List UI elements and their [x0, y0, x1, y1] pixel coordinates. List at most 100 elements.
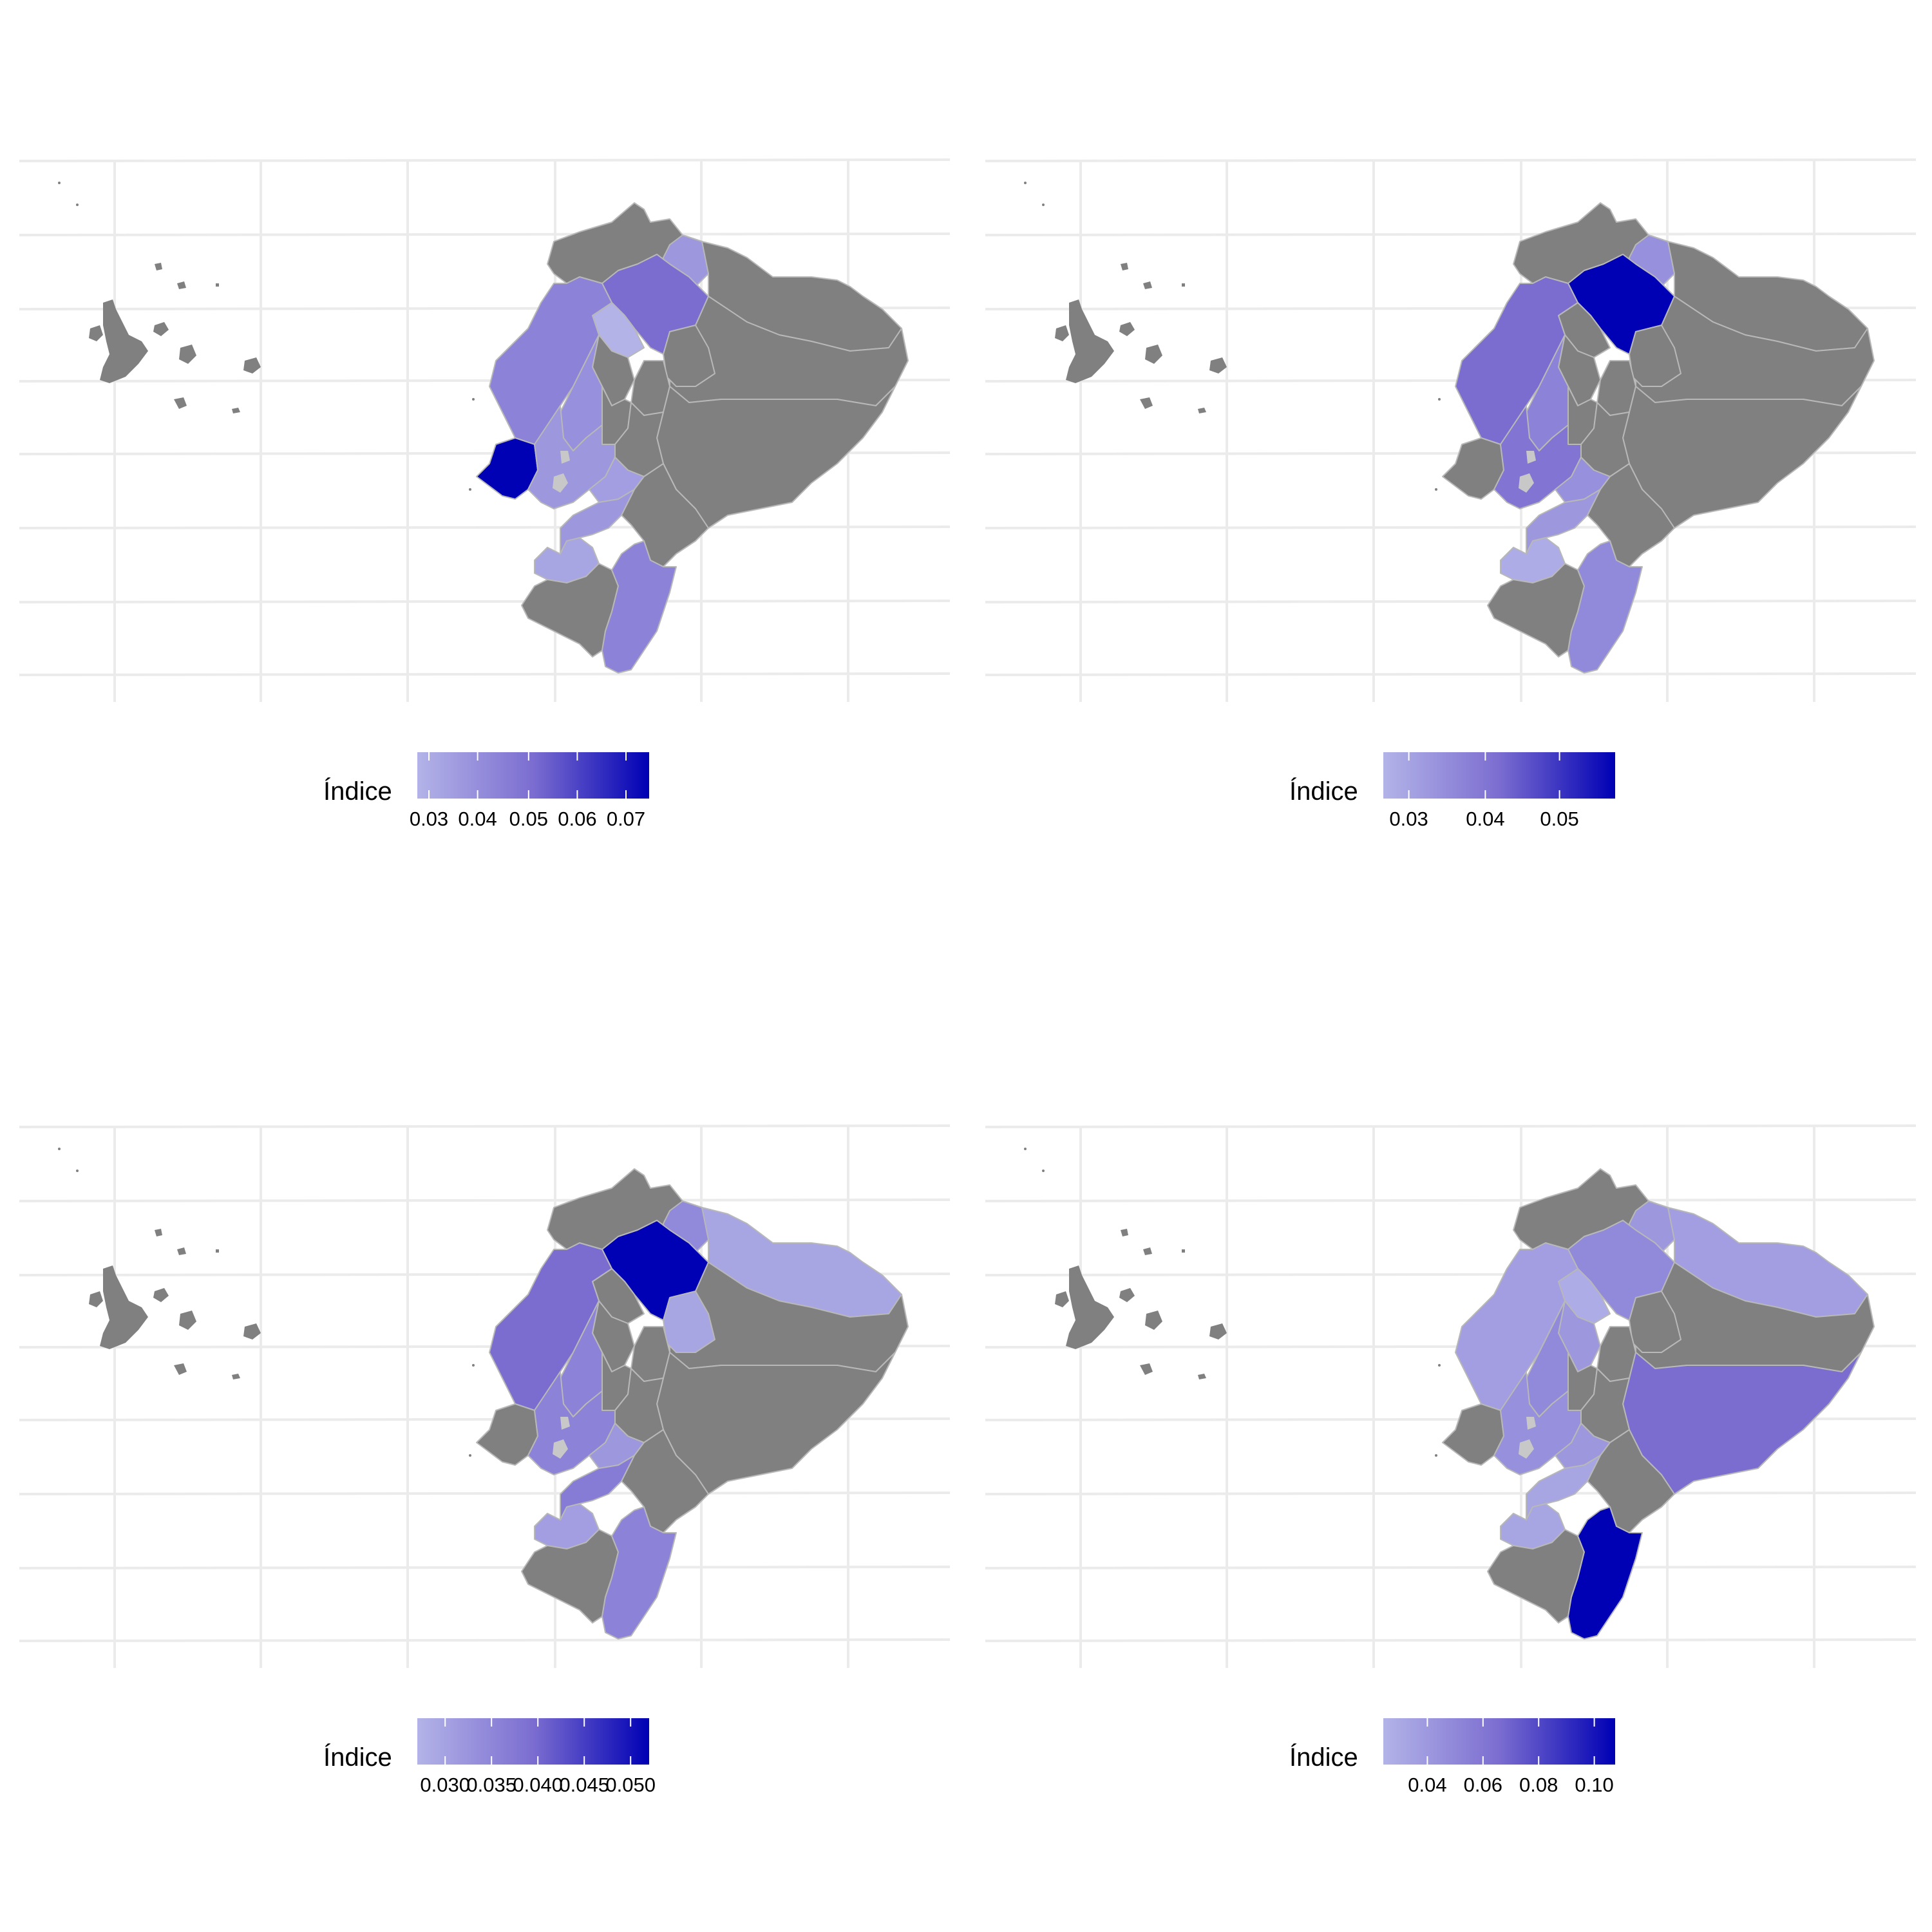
island — [100, 1265, 148, 1349]
islet — [1435, 488, 1437, 491]
islet — [1438, 1364, 1441, 1367]
islet — [76, 204, 79, 206]
colorbar-gradient — [1383, 752, 1615, 799]
province-el-oro — [534, 537, 600, 583]
islet — [472, 1364, 475, 1367]
legend-tick-labels: 0.03 0.04 0.05 0.06 0.07 — [410, 808, 649, 833]
graticule — [985, 158, 1917, 702]
province-morona — [1587, 1429, 1675, 1533]
islet — [58, 182, 61, 184]
island — [1182, 1249, 1185, 1253]
islet — [1042, 1170, 1045, 1172]
legend-tick-label: 0.05 — [1540, 808, 1579, 830]
island — [1198, 1374, 1206, 1379]
graticule-line — [985, 1492, 1917, 1495]
graticule-line — [19, 1638, 951, 1642]
island — [179, 1311, 196, 1330]
province-morona — [621, 463, 709, 567]
map-panel-2020: 2020 Minería Índice 0.0300.0350.0400.045… — [0, 966, 966, 1932]
island — [1140, 397, 1153, 409]
graticule-line — [19, 600, 951, 603]
map-panel-2018: 2018 Minería Índice 0.030.040.050.060.07 — [0, 0, 966, 966]
provinces — [476, 202, 909, 674]
island — [1140, 1363, 1153, 1375]
legend-tick-label: 0.04 — [1408, 1774, 1447, 1796]
island — [1055, 1291, 1069, 1307]
island — [1121, 263, 1128, 270]
estuary-island — [1526, 451, 1536, 464]
graticule-line — [985, 600, 1917, 603]
islet — [58, 1148, 61, 1150]
colorbar-gradient — [1383, 1718, 1615, 1765]
graticule-line — [19, 672, 951, 676]
choropleth-map — [966, 966, 1932, 1932]
legend-tick-label: 0.030 — [420, 1774, 470, 1796]
province-napo — [1629, 325, 1681, 387]
legend-colorbar — [1383, 752, 1615, 799]
island — [89, 325, 103, 341]
galapagos-islands — [58, 1148, 475, 1457]
province-zamora — [1567, 540, 1643, 674]
graticule-line — [985, 1124, 1917, 1128]
legend-tick-label: 0.10 — [1575, 1774, 1614, 1796]
islet — [1438, 398, 1441, 401]
legend-tick-label: 0.04 — [458, 808, 497, 830]
province-santa-elena — [476, 1403, 538, 1466]
island — [153, 322, 169, 336]
islet — [1024, 1148, 1027, 1150]
legend-title: Índice — [1289, 1743, 1358, 1772]
province-guayas — [527, 1371, 616, 1475]
legend-tick-label: 0.06 — [558, 808, 597, 830]
graticule-line — [19, 1566, 951, 1569]
legend-tick-label: 0.045 — [559, 1774, 609, 1796]
island — [1066, 299, 1114, 383]
legend-tick-labels: 0.03 0.04 0.05 — [1383, 808, 1615, 833]
province-zamora — [601, 1506, 677, 1640]
islet — [1024, 182, 1027, 184]
choropleth-map — [0, 966, 966, 1932]
island — [1119, 1288, 1135, 1302]
island — [177, 281, 186, 289]
islet — [76, 1170, 79, 1172]
legend-colorbar — [417, 752, 649, 799]
island — [1143, 1247, 1152, 1255]
choropleth-map — [966, 0, 1932, 966]
legend-tick-label: 0.07 — [606, 808, 646, 830]
map-panel-2019: 2019 Minería Índice 0.030.040.05 — [966, 0, 1932, 966]
legend-tick-label: 0.050 — [605, 1774, 656, 1796]
graticule-line — [19, 526, 951, 529]
province-napo — [663, 1291, 715, 1353]
legend-tick-label: 0.05 — [509, 808, 548, 830]
graticule-line — [985, 232, 1917, 236]
graticule-line — [19, 1198, 951, 1202]
estuary-island — [1519, 473, 1534, 493]
island — [153, 1288, 169, 1302]
province-guayas — [1493, 405, 1582, 509]
legend-tick-label: 0.03 — [1389, 808, 1428, 830]
choropleth-map — [0, 0, 966, 966]
province-santa-elena — [476, 437, 538, 500]
islet — [472, 398, 475, 401]
province-morona — [1587, 463, 1675, 567]
legend-tick-label: 0.06 — [1463, 1774, 1502, 1796]
province-napo — [1629, 1291, 1681, 1353]
graticule-line — [19, 158, 951, 162]
estuary-island — [553, 473, 568, 493]
island — [1119, 322, 1135, 336]
legend-title: Índice — [323, 777, 392, 806]
legend-tick-label: 0.08 — [1519, 1774, 1558, 1796]
legend-colorbar — [417, 1718, 649, 1765]
island — [1066, 1265, 1114, 1349]
islet — [1042, 204, 1045, 206]
legend-tick-label: 0.04 — [1466, 808, 1505, 830]
legend-tick-label: 0.035 — [466, 1774, 516, 1796]
island — [174, 397, 187, 409]
legend-tick-labels: 0.030 0.035 0.040 0.045 0.050 — [417, 1774, 656, 1799]
galapagos-islands — [1024, 182, 1441, 491]
colorbar-gradient — [417, 752, 649, 799]
island — [100, 299, 148, 383]
island — [155, 1229, 162, 1236]
province-santa-elena — [1442, 437, 1504, 500]
legend-title: Índice — [1289, 777, 1358, 806]
graticule-line — [985, 1566, 1917, 1569]
